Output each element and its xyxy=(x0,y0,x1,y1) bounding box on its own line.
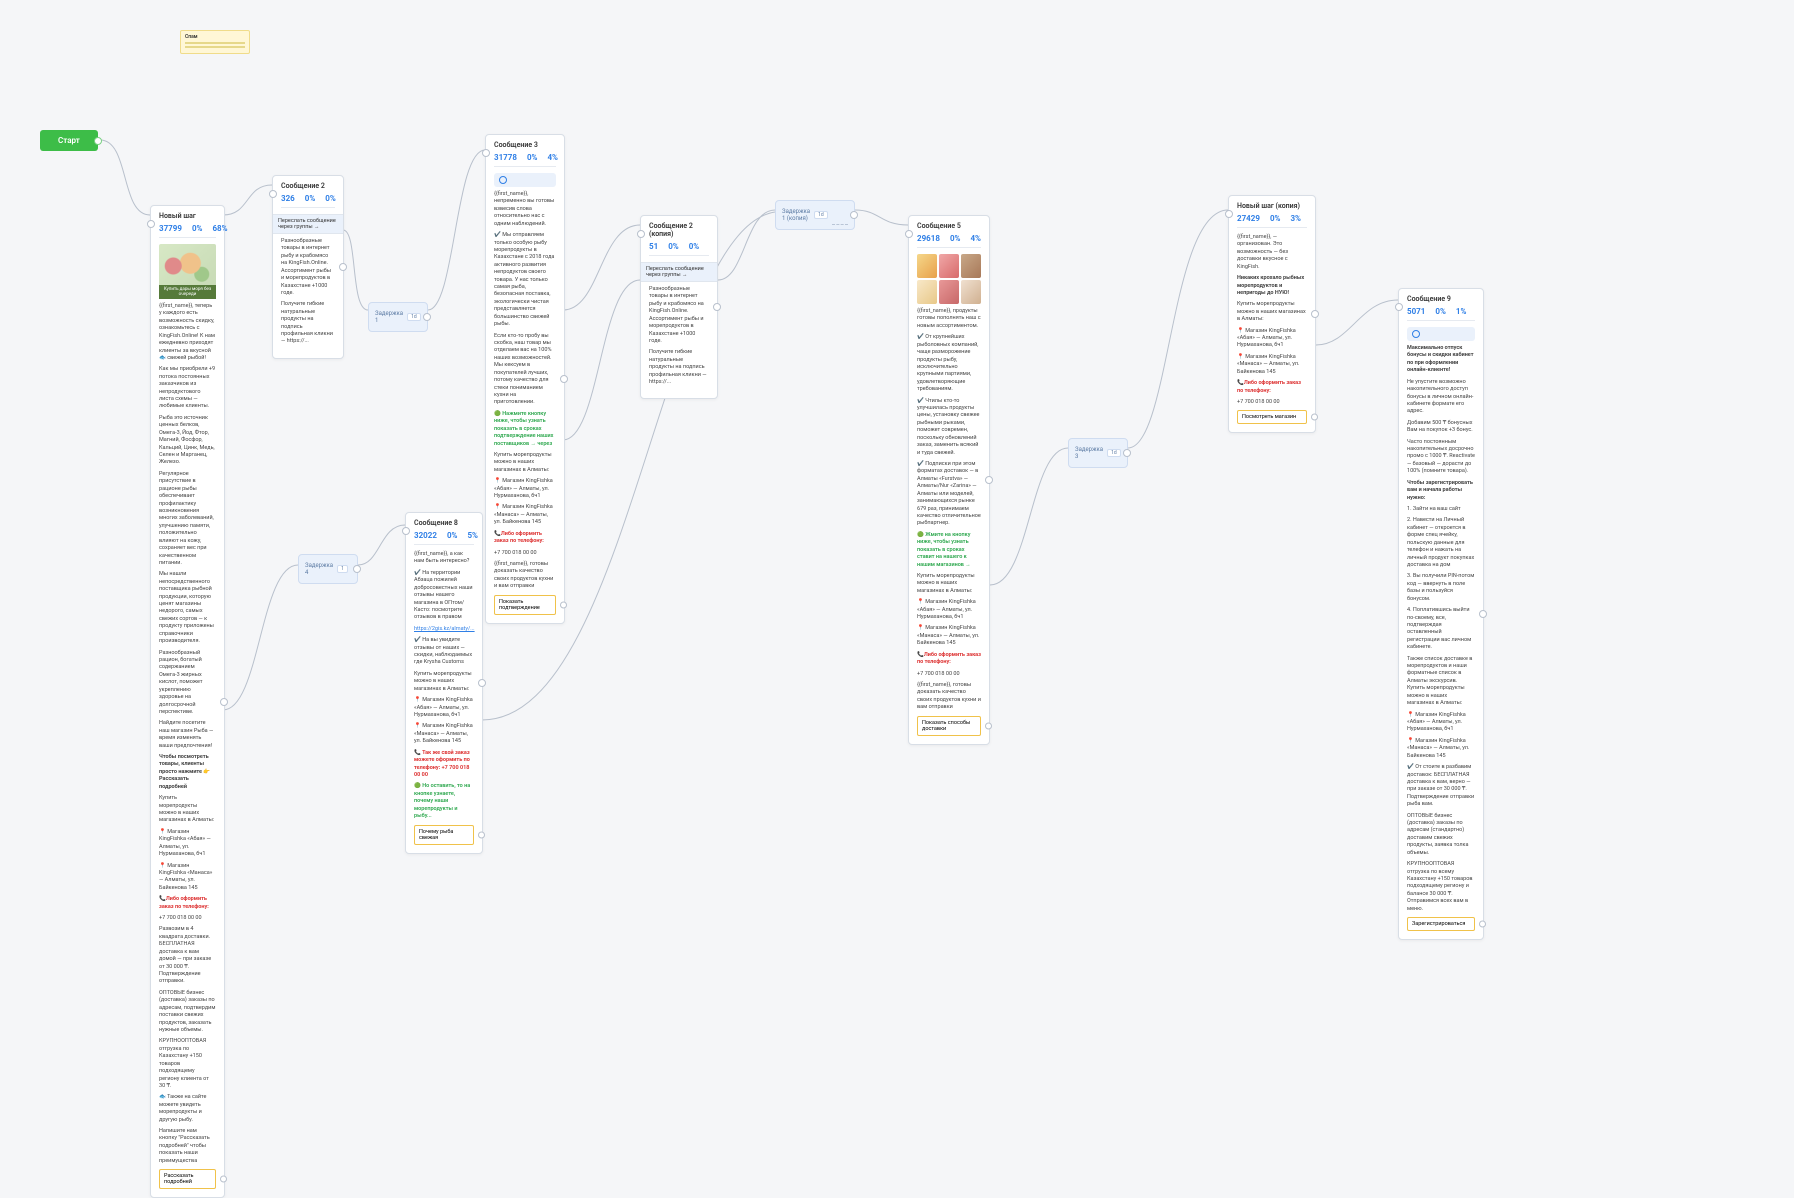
node-title: Сообщение 8 xyxy=(414,519,474,527)
btn-why-fresh[interactable]: Почему рыба свежая xyxy=(414,825,474,845)
delay-4[interactable]: Задержка 41 xyxy=(298,554,358,584)
body: Разнообразные товары в интернет рыбу и к… xyxy=(649,286,709,386)
stats: 31778 0% 4% xyxy=(494,153,556,167)
forward-hdr: Переслать сообщение через группы → xyxy=(641,262,717,282)
hero-image: Купить дары моря без очереди xyxy=(159,244,216,299)
node-title: Новый шаг xyxy=(159,212,216,220)
spam-note: Спам xyxy=(180,30,250,54)
btn-view-shop[interactable]: Посмотреть магазин xyxy=(1237,410,1307,424)
forward-hdr: Переслать сообщение через группы → xyxy=(273,214,343,234)
delay-1-copy[interactable]: Задержка 1 (копия)1d xyxy=(775,200,855,230)
body: {{first_name}}, а как нам быть интересно… xyxy=(414,551,474,821)
body: {{first_name}}, непременно вы готовы взв… xyxy=(494,191,556,591)
body: Максимально отпуск бонусы и скидки кабин… xyxy=(1407,345,1475,913)
node-title: Сообщение 5 xyxy=(917,222,981,230)
body: {{first_name}}, — организован. Это возмо… xyxy=(1237,234,1307,406)
node-new-step-copy[interactable]: Новый шаг (копия) 27429 0% 3% {{first_na… xyxy=(1228,195,1316,433)
stats: 29618 0% 4% xyxy=(917,234,981,248)
body: Разнообразные товары в интернет рыбу и к… xyxy=(281,238,335,346)
node-msg-2-copy[interactable]: Сообщение 2 (копия) 51 0% 0% Переслать с… xyxy=(640,215,718,399)
info-bar xyxy=(1407,327,1475,341)
stats: 5071 0% 1% xyxy=(1407,307,1475,321)
info-bar xyxy=(494,173,556,187)
body: {{first_name}}, теперь у каждого есть во… xyxy=(159,303,216,1165)
stats: 37799 0% 68% xyxy=(159,224,216,238)
node-msg-9[interactable]: Сообщение 9 5071 0% 1% Максимально отпус… xyxy=(1398,288,1484,940)
connectors xyxy=(0,0,1794,936)
body: {{first_name}}, продукты готовы пополнят… xyxy=(917,308,981,712)
stats: 326 0% 0% xyxy=(281,194,335,208)
node-new-step[interactable]: Новый шаг 37799 0% 68% Купить дары моря … xyxy=(150,205,225,1198)
btn-register[interactable]: Зарегистрироваться xyxy=(1407,917,1475,931)
stats: 51 0% 0% xyxy=(649,242,709,256)
node-msg-3[interactable]: Сообщение 3 31778 0% 4% {{first_name}}, … xyxy=(485,134,565,624)
node-title: Сообщение 2 xyxy=(281,182,335,190)
node-msg-8[interactable]: Сообщение 8 32022 0% 5% {{first_name}}, … xyxy=(405,512,483,854)
btn-show-confirm[interactable]: Показать подтверждение xyxy=(494,595,556,615)
btn-delivery[interactable]: Показать способы доставки xyxy=(917,716,981,736)
node-msg-5[interactable]: Сообщение 5 29618 0% 4% {{first_name}}, … xyxy=(908,215,990,745)
delay-3[interactable]: Задержка 31d xyxy=(1068,438,1128,468)
node-title: Новый шаг (копия) xyxy=(1237,202,1307,210)
btn-tell-more[interactable]: Рассказать подробней xyxy=(159,1169,216,1189)
product-grid xyxy=(917,254,981,304)
delay-1[interactable]: Задержка 11d xyxy=(368,302,428,332)
node-title: Сообщение 2 (копия) xyxy=(649,222,709,238)
node-title: Сообщение 9 xyxy=(1407,295,1475,303)
node-title: Сообщение 3 xyxy=(494,141,556,149)
stats: 32022 0% 5% xyxy=(414,531,474,545)
start-node[interactable]: Старт xyxy=(40,130,98,151)
node-msg-2[interactable]: Сообщение 2 326 0% 0% Переслать сообщени… xyxy=(272,175,344,359)
stats: 27429 0% 3% xyxy=(1237,214,1307,228)
